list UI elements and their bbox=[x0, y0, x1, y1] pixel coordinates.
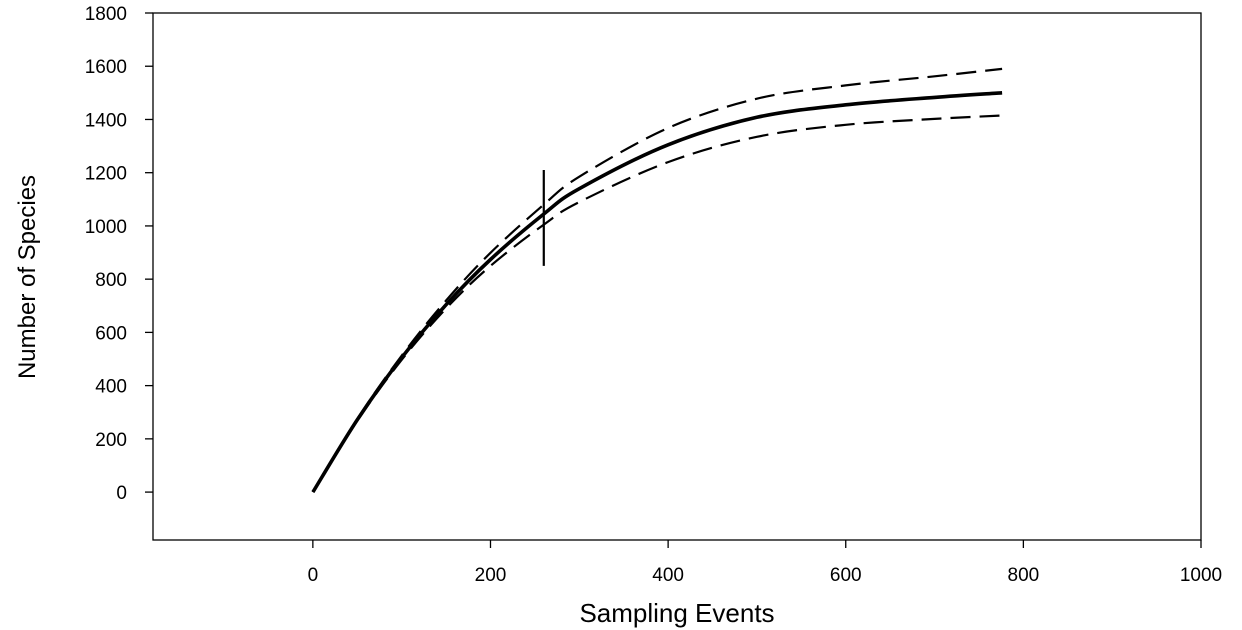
plot-frame bbox=[152, 12, 1202, 541]
y-tick-label: 1000 bbox=[85, 217, 127, 238]
y-tick-label: 0 bbox=[116, 483, 127, 504]
y-tick-label: 400 bbox=[95, 377, 127, 398]
x-tick-label: 200 bbox=[475, 565, 507, 586]
y-tick-label: 800 bbox=[95, 270, 127, 291]
y-tick-label: 1800 bbox=[85, 4, 127, 25]
x-tick-label: 400 bbox=[652, 565, 684, 586]
x-axis-ticks: 0 200 400 600 800 1000 bbox=[308, 540, 1222, 586]
confidence-bound-line-1 bbox=[311, 67, 1003, 493]
x-tick-label: 800 bbox=[1008, 565, 1040, 586]
y-axis-label: Number of Species bbox=[14, 175, 41, 379]
y-tick-label: 1600 bbox=[85, 57, 127, 78]
main-curve-line bbox=[311, 91, 1003, 494]
y-tick-label: 1200 bbox=[85, 164, 127, 185]
confidence-bound-line-2 bbox=[311, 114, 1003, 493]
y-tick-label: 200 bbox=[95, 430, 127, 451]
x-axis-label: Sampling Events bbox=[579, 598, 774, 628]
x-tick-label: 1000 bbox=[1180, 565, 1222, 586]
x-tick-label: 600 bbox=[830, 565, 862, 586]
y-tick-label: 1400 bbox=[85, 110, 127, 131]
series-layer bbox=[311, 67, 1003, 494]
y-tick-label: 600 bbox=[95, 323, 127, 344]
x-tick-label: 0 bbox=[308, 565, 319, 586]
y-axis-ticks: 0 200 400 600 800 1000 1200 1400 1600 1800 bbox=[85, 4, 153, 504]
